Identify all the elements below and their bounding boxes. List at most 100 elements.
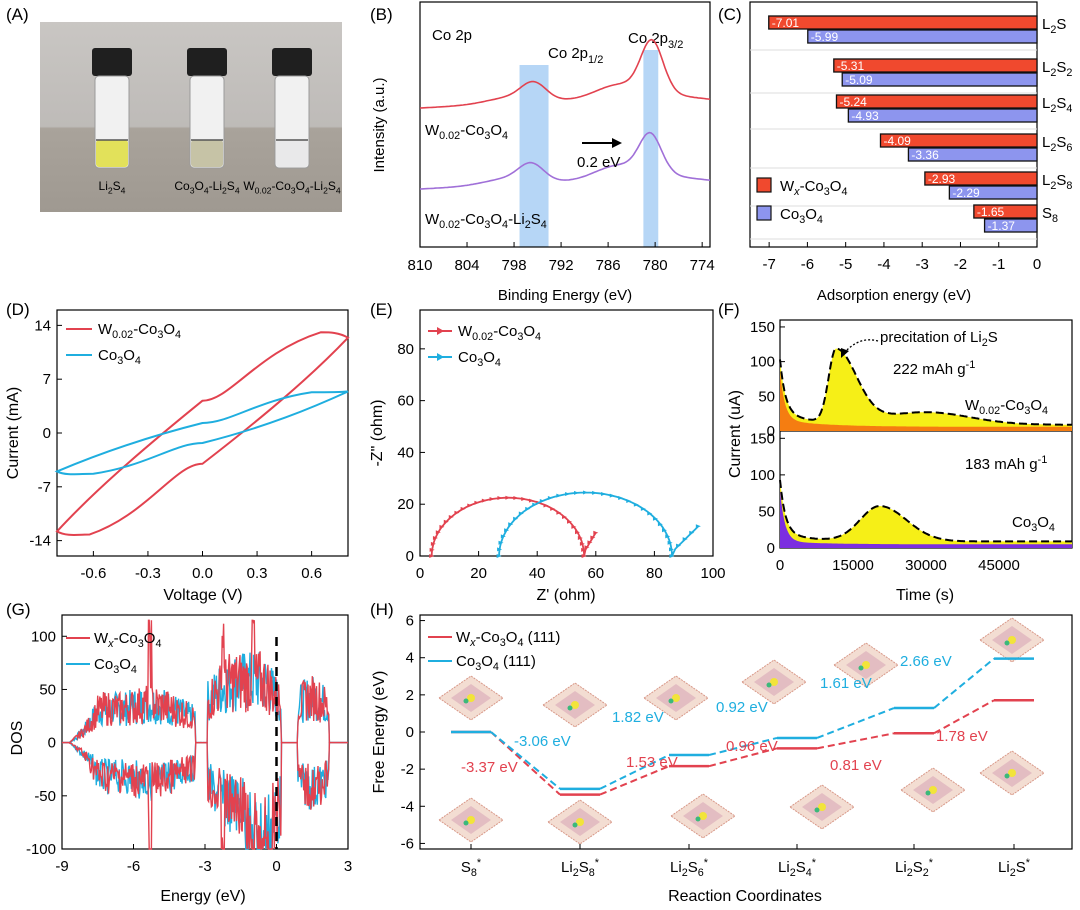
data-marker [481,498,487,503]
molecule-structure [900,767,966,813]
bar [841,72,1038,87]
category-label: Li2S* [998,857,1031,879]
transition-line [490,731,561,790]
data-marker [593,530,599,535]
tick-label: -7 [762,256,775,273]
data-marker [647,511,653,516]
data-marker [518,511,524,516]
bar-value: -2.29 [952,186,980,200]
x-axis-title: Time (s) [896,587,954,604]
data-marker [430,541,436,546]
legend-marker [437,327,444,335]
tick-label: 780 [643,257,668,274]
bar [768,15,1038,30]
data-marker [497,547,503,552]
tick-label: 50 [758,388,775,405]
tick-label: -4 [877,256,890,273]
tick-label: 0 [406,548,414,565]
tick-label: 0 [416,565,424,582]
tick-label: -7 [38,479,51,496]
legend-text: Co3O4 [458,349,501,369]
tick-label: -6 [401,835,414,852]
panel-label: (H) [370,600,394,619]
vial-photo: Li2S4 Co3O4-Li2S4 W0.02-Co3O4-Li2S4 [40,22,342,212]
tick-label: 150 [750,319,775,336]
data-marker [497,496,503,501]
data-marker [601,491,607,496]
tick-label: -6 [127,858,140,875]
transition-line [599,765,670,796]
molecule-structure [547,799,613,845]
tick-label: 0.0 [192,565,213,582]
molecule-structure [789,784,855,830]
data-marker [513,496,519,501]
data-marker [590,535,596,540]
bar-value: -5.99 [811,30,839,44]
legend-text: Co3O4 [780,206,823,226]
tick-label: -5 [839,256,852,273]
tick-label: 798 [502,257,527,274]
data-marker [532,502,538,507]
bar-value: -7.01 [772,16,800,30]
data-marker [467,503,473,508]
legend-text: W0.02-Co3O4 [98,321,181,341]
data-marker [460,506,466,511]
y-axis-title: Current (mA) [5,387,22,479]
vial-solution [96,140,128,167]
tick-label: 6 [406,613,414,630]
tick-label: 100 [700,565,725,582]
tick-label: 2 [406,687,414,704]
axis-frame [419,309,714,557]
data-marker [695,524,701,529]
tick-label: 80 [397,341,414,358]
tick-label: 3 [344,858,352,875]
bar [807,29,1038,44]
data-marker [689,530,695,535]
bar [907,147,1038,162]
data-marker [662,528,668,533]
highlight-2p32 [643,50,659,247]
bar-value: -1.37 [988,219,1016,233]
tick-label: 40 [397,444,414,461]
transition-line [933,657,995,709]
data-marker [439,524,445,529]
legend-marker [437,353,444,361]
annotation-arrow [844,339,879,353]
legend-text: Wx-Co3O4 [94,630,161,650]
data-marker [443,519,449,524]
legend-text: Co3O4 (111) [456,653,536,673]
molecule-structure [542,682,608,728]
tick-label: 0 [767,423,775,440]
data-marker [581,554,587,558]
molecule-structure [741,659,807,705]
xps-curve [419,131,711,190]
data-marker [577,535,583,540]
peak-label: Co 2p3/2 [628,30,683,51]
data-marker [496,554,502,558]
molecule-structure [438,797,504,843]
tick-label: -6 [801,256,814,273]
data-marker [429,554,435,558]
molecule-structure [979,750,1045,796]
capacity-label: 222 mAh g-1 [893,359,975,378]
tick-label: 0 [48,735,56,752]
vial-cap [187,48,227,76]
tick-label: -3 [916,256,929,273]
bar [973,204,1038,219]
data-marker [567,519,573,524]
bar-value: -3.36 [911,148,939,162]
current-curve [779,347,1072,426]
tick-label: 50 [39,681,56,698]
panel-label: (G) [6,600,31,619]
tick-label: 786 [596,257,621,274]
molecule-structure [833,642,899,688]
tick-label: 20 [470,565,487,582]
tick-label: 30000 [905,557,947,574]
tick-label: 0 [43,425,51,442]
highlight-2p12 [519,65,549,247]
data-marker [581,547,587,552]
data-marker [508,522,514,527]
nyquist-curve [430,496,597,557]
bar [833,58,1038,73]
vial-cap [272,48,312,76]
